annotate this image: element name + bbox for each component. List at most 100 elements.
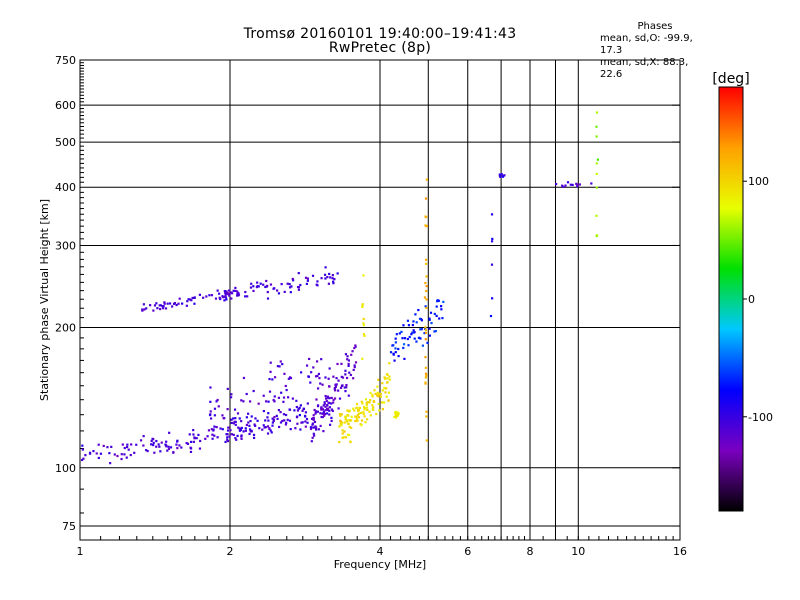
data-point bbox=[364, 398, 368, 401]
data-point bbox=[394, 351, 397, 354]
data-point bbox=[279, 410, 282, 414]
data-point bbox=[424, 366, 427, 369]
data-point bbox=[247, 412, 250, 415]
data-point bbox=[218, 296, 221, 299]
data-point bbox=[240, 435, 243, 438]
data-point bbox=[333, 278, 336, 281]
data-point bbox=[340, 362, 343, 365]
data-point bbox=[421, 344, 425, 347]
x-tick-label: 8 bbox=[527, 545, 534, 558]
data-point bbox=[305, 282, 309, 285]
data-point bbox=[424, 281, 427, 285]
data-point bbox=[249, 419, 252, 423]
data-point bbox=[219, 427, 222, 430]
data-point bbox=[189, 450, 193, 454]
data-point bbox=[195, 437, 198, 440]
data-point bbox=[338, 413, 342, 416]
data-point bbox=[327, 282, 331, 285]
data-point bbox=[424, 305, 427, 308]
data-point bbox=[221, 428, 224, 431]
data-point bbox=[110, 445, 113, 448]
data-point bbox=[309, 426, 313, 429]
data-point bbox=[224, 293, 227, 296]
x-tick-label: 1 bbox=[77, 545, 84, 558]
data-point bbox=[312, 366, 315, 369]
data-point bbox=[433, 330, 436, 333]
data-point bbox=[264, 285, 267, 289]
data-point bbox=[202, 296, 205, 299]
y-tick-label: 75 bbox=[62, 520, 76, 533]
data-point bbox=[397, 412, 400, 415]
data-point bbox=[160, 441, 163, 444]
data-point bbox=[229, 429, 232, 432]
data-point bbox=[321, 407, 324, 410]
data-point bbox=[169, 446, 173, 449]
colorbar-label: [deg] bbox=[712, 71, 749, 87]
data-point bbox=[324, 277, 327, 280]
data-point bbox=[348, 371, 351, 374]
data-point bbox=[106, 446, 109, 449]
data-point bbox=[219, 297, 222, 301]
data-point bbox=[442, 300, 445, 304]
data-point bbox=[171, 305, 174, 308]
data-point bbox=[428, 334, 432, 337]
data-point bbox=[277, 396, 281, 399]
data-point bbox=[423, 296, 427, 299]
data-point bbox=[263, 426, 266, 429]
data-point bbox=[322, 430, 325, 433]
stats-x-mode: mean, sd,X: 88.3, 22.6 bbox=[600, 57, 689, 80]
data-point bbox=[267, 400, 270, 403]
data-point bbox=[301, 409, 304, 412]
data-point bbox=[252, 436, 256, 440]
data-point bbox=[336, 272, 339, 275]
data-point bbox=[354, 361, 358, 364]
data-point bbox=[394, 416, 398, 419]
data-point bbox=[341, 432, 344, 435]
data-point bbox=[369, 391, 372, 395]
data-point bbox=[250, 429, 253, 432]
data-point bbox=[425, 224, 428, 228]
data-point bbox=[595, 214, 598, 217]
data-point bbox=[253, 423, 256, 426]
data-point bbox=[440, 308, 443, 311]
x-tick-label: 10 bbox=[571, 545, 585, 558]
data-point bbox=[164, 307, 168, 310]
data-point bbox=[291, 277, 294, 281]
data-point bbox=[146, 449, 149, 453]
data-point bbox=[310, 417, 314, 420]
data-point bbox=[318, 377, 321, 380]
data-point bbox=[262, 424, 265, 427]
data-point bbox=[344, 369, 347, 372]
data-point bbox=[304, 420, 307, 423]
data-point bbox=[306, 421, 309, 424]
data-point bbox=[236, 292, 239, 296]
data-point bbox=[297, 407, 300, 410]
data-point bbox=[287, 396, 290, 399]
data-point bbox=[379, 392, 382, 396]
stats-o-mode: mean, sd,O: -99.9, 17.3 bbox=[600, 33, 693, 56]
data-point bbox=[139, 439, 143, 442]
data-point bbox=[175, 303, 178, 307]
data-point bbox=[245, 392, 248, 396]
data-point bbox=[596, 158, 600, 161]
data-point bbox=[490, 240, 494, 243]
data-point bbox=[332, 398, 335, 402]
data-point bbox=[308, 357, 311, 361]
data-point bbox=[365, 406, 369, 409]
data-point bbox=[262, 409, 265, 413]
data-point bbox=[142, 303, 145, 306]
data-point bbox=[344, 436, 348, 439]
data-point bbox=[80, 458, 84, 462]
data-point bbox=[383, 386, 386, 390]
data-point bbox=[324, 397, 328, 400]
data-point bbox=[113, 453, 116, 456]
data-point bbox=[210, 294, 214, 297]
data-point bbox=[311, 274, 315, 277]
data-point bbox=[331, 274, 334, 277]
data-point bbox=[330, 402, 333, 405]
data-point bbox=[338, 425, 341, 428]
data-point bbox=[435, 305, 438, 308]
data-point bbox=[127, 448, 130, 451]
data-point bbox=[185, 441, 188, 445]
data-point bbox=[350, 415, 353, 418]
